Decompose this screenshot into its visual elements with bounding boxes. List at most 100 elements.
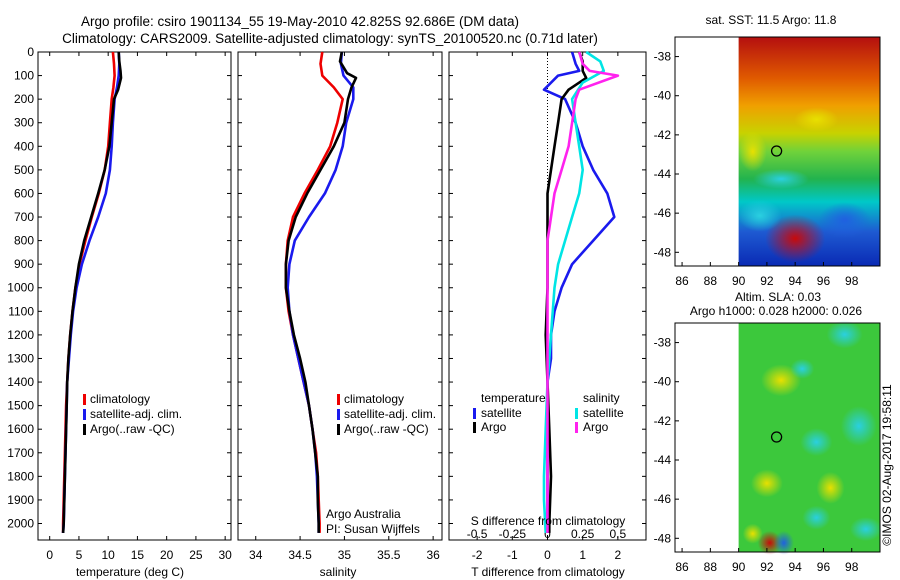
depth-tick-label: 1500 <box>7 399 34 413</box>
sla-map-title-line1: Altim. SLA: 0.03 <box>735 290 821 304</box>
legend-temp-argo: Argo(..raw -QC) <box>90 422 175 436</box>
depth-tick-label: 300 <box>14 116 34 130</box>
sst-map-title: sat. SST: 11.5 Argo: 11.8 <box>706 13 837 27</box>
sst-texture <box>818 202 871 239</box>
legend-swatch-climatology <box>337 394 340 405</box>
figure-title-line2: Climatology: CARS2009. Satellite-adjuste… <box>62 31 598 46</box>
legend-swatch-t-argo <box>473 422 476 433</box>
map-sla-ytick-label: -44 <box>654 453 672 467</box>
map-sst-ytick-label: -48 <box>654 245 672 259</box>
legend-diff-s-satellite: satellite <box>583 406 624 420</box>
sla-texture <box>742 523 763 544</box>
map-sla-xtick-label: 88 <box>704 560 718 574</box>
depth-tick-label: 1700 <box>7 446 34 460</box>
difference-xtick-label: 1 <box>579 548 586 562</box>
difference-xtick-label: -1 <box>507 548 518 562</box>
depth-tick-label: 1800 <box>7 469 34 483</box>
depth-tick-label: 100 <box>14 69 34 83</box>
map-sla-xtick-label: 86 <box>675 560 689 574</box>
difference-series-salinity-argo <box>546 51 620 533</box>
annotation-argo-australia: Argo Australia <box>326 507 401 521</box>
depth-tick-label: 1300 <box>7 351 34 365</box>
map-sst-ytick-label: -42 <box>654 128 672 142</box>
legend-temp-satellite: satellite-adj. clim. <box>90 407 182 421</box>
difference-xtick-label: 0 <box>544 548 551 562</box>
difference-profile-panel: -2 -1 0 1 2 -0.5 -0.25 0 0.25 0.5 <box>448 50 647 562</box>
map-sla-ytick-label: -46 <box>654 492 672 506</box>
map-sst-frame <box>674 36 881 267</box>
salinity-xtick-label: 34 <box>249 548 263 562</box>
depth-tick-label: 1900 <box>7 493 34 507</box>
temperature-plot-frame <box>37 51 232 541</box>
depth-tick-label: 1400 <box>7 375 34 389</box>
sst-texture <box>753 168 810 189</box>
legend-swatch-satellite <box>83 409 86 420</box>
map-sst-xtick-label: 90 <box>732 274 746 288</box>
depth-tick-label: 1000 <box>7 281 34 295</box>
salinity-diff-tick-label: 0 <box>544 527 551 541</box>
sla-texture <box>790 358 815 379</box>
map-sla-xtick-label: 96 <box>817 560 831 574</box>
legend-swatch-argo <box>83 424 86 435</box>
salinity-diff-tick-label: -0.5 <box>467 527 488 541</box>
salinity-diff-tick-label: 0.25 <box>571 527 595 541</box>
legend-swatch-argo <box>337 424 340 435</box>
temperature-xtick-label: 15 <box>131 548 145 562</box>
difference-series-temperature-argo <box>544 51 588 533</box>
temperature-xtick-label: 0 <box>46 548 53 562</box>
depth-tick-label: 1100 <box>8 304 34 318</box>
legend-sal-argo: Argo(..raw -QC) <box>344 422 429 436</box>
annotation-pi-name: PI: Susan Wijffels <box>326 522 420 536</box>
depth-tick-label: 700 <box>14 210 34 224</box>
salinity-profile-panel: 34 34.5 35 35.5 36 <box>237 51 443 562</box>
depth-tick-label: 900 <box>14 257 34 271</box>
map-sst-ytick-label: -40 <box>654 89 672 103</box>
sla-texture <box>800 428 833 457</box>
sst-texture <box>765 214 826 263</box>
map-sla-ytick-label: -42 <box>654 414 672 428</box>
temperature-xtick-label: 25 <box>189 548 203 562</box>
map-sla-ytick-label: -38 <box>654 336 672 350</box>
legend-diff-t-satellite: satellite <box>481 406 522 420</box>
map-sst-ytick-label: -46 <box>654 206 672 220</box>
map-sst-ytick-label: -38 <box>654 50 672 64</box>
sla-texture <box>802 505 831 530</box>
sst-map: sat. SST: 11.5 Argo: 11.8 86 88 90 92 94 96 98… <box>654 13 881 288</box>
map-sla-xtick-label: 94 <box>788 560 802 574</box>
legend-diff-temperature-header: temperature <box>481 391 546 405</box>
difference-series-salinity-satellite <box>542 50 606 533</box>
sla-texture <box>773 530 794 555</box>
legend-swatch-climatology <box>83 394 86 405</box>
difference-secondary-label: S difference from climatology <box>471 514 626 528</box>
sla-map-title-line2: Argo h1000: 0.028 h2000: 0.026 <box>690 304 862 318</box>
sst-texture <box>738 131 767 172</box>
temperature-xtick-label: 5 <box>76 548 83 562</box>
difference-xtick-label: 2 <box>615 548 622 562</box>
depth-tick-label: 0 <box>27 45 34 59</box>
temperature-xtick-label: 20 <box>160 548 174 562</box>
legend-swatch-s-satellite <box>575 408 578 419</box>
legend-swatch-satellite <box>337 409 340 420</box>
salinity-series-argo-raw-qc- <box>284 51 358 533</box>
imos-stamp: ©IMOS 02-Aug-2017 19:58:11 <box>880 384 894 546</box>
salinity-xtick-label: 35.5 <box>377 548 401 562</box>
map-sla-ytick-label: -48 <box>654 531 672 545</box>
salinity-xtick-label: 35 <box>338 548 352 562</box>
depth-tick-label: 2000 <box>7 516 34 530</box>
temperature-xtick-label: 30 <box>218 548 232 562</box>
legend-diff-salinity-header: salinity <box>583 391 620 405</box>
depth-tick-label: 1200 <box>7 328 34 342</box>
map-sla-xtick-label: 90 <box>732 560 746 574</box>
salinity-xtick-label: 36 <box>426 548 440 562</box>
depth-tick-label: 400 <box>14 139 34 153</box>
map-sst-xtick-label: 92 <box>760 274 774 288</box>
legend-sal-climatology: climatology <box>344 392 404 406</box>
argo-position-marker <box>770 145 783 157</box>
map-sst-xtick-label: 86 <box>675 274 689 288</box>
sst-texture <box>794 107 839 132</box>
difference-xlabel: T difference from climatology <box>471 565 625 579</box>
map-sst-ytick-label: -44 <box>654 167 672 181</box>
sla-map: Altim. SLA: 0.03 Argo h1000: 0.028 h2000… <box>654 290 882 574</box>
argo-position-marker <box>770 431 783 443</box>
